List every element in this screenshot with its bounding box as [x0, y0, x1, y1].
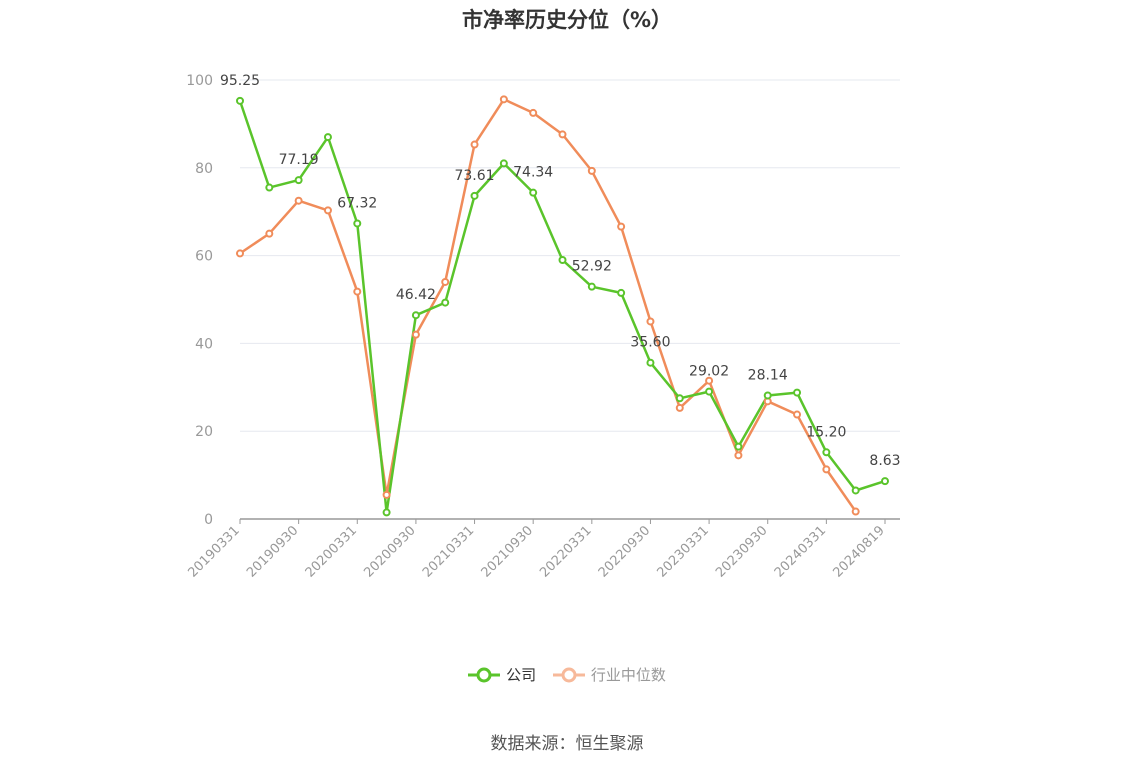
series-line [238, 100, 886, 514]
data-point [441, 277, 450, 286]
data-point [441, 298, 450, 307]
chart-title: 市净率历史分位（%） [461, 8, 673, 32]
data-point [822, 465, 831, 474]
x-tick-label: 20210930 [479, 523, 536, 580]
data-point [353, 287, 362, 296]
data-label: 73.61 [454, 168, 494, 184]
data-point [499, 95, 508, 104]
data-point [617, 222, 626, 231]
data-point [734, 442, 743, 451]
data-point [529, 108, 538, 117]
data-point [587, 166, 596, 175]
data-label: 67.32 [337, 195, 377, 211]
data-label: 46.42 [396, 287, 436, 303]
data-label: 52.92 [572, 259, 612, 275]
data-label: 28.14 [748, 367, 788, 383]
data-label: 8.63 [869, 453, 900, 469]
data-point [236, 96, 244, 105]
data-point [470, 140, 479, 149]
data-point [323, 206, 332, 215]
data-point [793, 410, 802, 419]
data-point [265, 229, 274, 238]
x-tick-label: 20200331 [303, 523, 360, 580]
y-tick-label: 20 [195, 424, 213, 440]
x-tick-label: 20230331 [655, 523, 712, 580]
data-point [763, 391, 772, 400]
data-point [734, 451, 743, 460]
data-label: 29.02 [689, 364, 729, 380]
x-tick-label: 20230930 [713, 523, 770, 580]
data-point [294, 196, 303, 205]
data-point [705, 376, 714, 385]
data-source: 数据来源：恒生聚源 [490, 734, 644, 754]
legend: 公司 行业中位数 [0, 664, 1134, 687]
data-point [353, 219, 362, 228]
x-tick-label: 20210331 [420, 523, 477, 580]
x-tick-label: 20240331 [772, 523, 829, 580]
data-point [617, 288, 626, 297]
legend-item-industry[interactable]: 行业中位数 [552, 664, 666, 685]
data-point [499, 159, 508, 168]
data-label: 95.25 [220, 73, 260, 89]
data-point [382, 490, 391, 499]
x-tick-label: 20190331 [185, 523, 242, 580]
data-point [646, 317, 655, 326]
y-tick-label: 100 [186, 73, 213, 89]
data-point [705, 387, 714, 396]
data-point [587, 282, 596, 291]
data-point [558, 255, 567, 264]
data-point [265, 183, 274, 192]
legend-company-label: 公司 [506, 666, 537, 684]
data-point [646, 358, 655, 367]
data-point [382, 508, 391, 517]
data-point [294, 176, 303, 185]
y-tick-label: 40 [195, 336, 213, 352]
legend-industry-marker-icon [552, 667, 585, 682]
data-point [675, 403, 684, 412]
y-tick-label: 80 [195, 161, 213, 177]
legend-company-marker-icon [468, 667, 501, 682]
series-line [239, 98, 857, 513]
data-point [851, 507, 860, 516]
data-point [411, 311, 420, 320]
y-tick-label: 0 [204, 512, 213, 528]
x-tick-label: 20200930 [361, 523, 418, 580]
data-point [822, 448, 831, 457]
data-point [675, 394, 684, 403]
data-point [529, 188, 538, 197]
legend-industry-label: 行业中位数 [590, 666, 666, 684]
data-point [411, 330, 420, 339]
data-label: 77.19 [279, 152, 319, 168]
x-tick-label: 20220331 [537, 523, 594, 580]
data-point [793, 388, 802, 397]
x-tick-label: 20240819 [830, 523, 887, 580]
x-tick-label: 20220930 [596, 523, 653, 580]
y-tick-label: 60 [195, 249, 213, 265]
data-label: 15.20 [806, 424, 846, 440]
data-point [558, 130, 567, 139]
data-point [851, 486, 860, 495]
x-tick-label: 20190930 [244, 523, 301, 580]
data-point [236, 249, 244, 258]
data-point [881, 477, 889, 486]
line-chart: 0 20 40 60 80 100 20190331 20190930 20200331 2020… [185, 73, 900, 581]
data-label: 35.60 [630, 335, 670, 351]
data-point [323, 133, 332, 142]
legend-item-company[interactable]: 公司 [468, 664, 536, 685]
data-point [470, 191, 479, 200]
data-label: 74.34 [513, 165, 553, 181]
